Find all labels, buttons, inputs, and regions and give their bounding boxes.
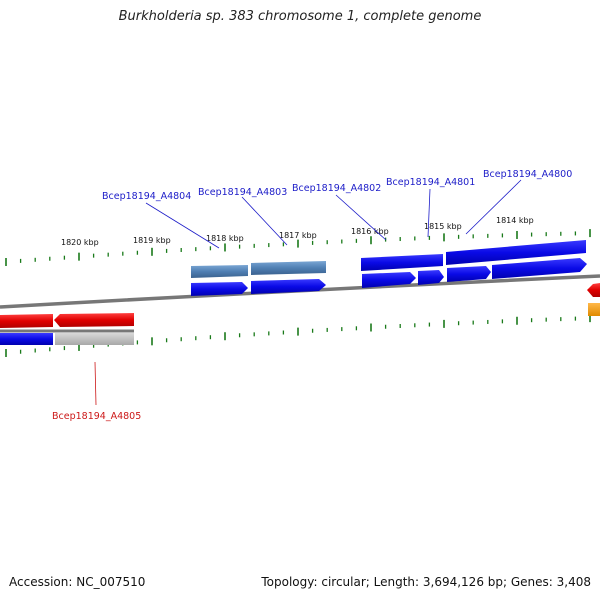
scale-label: 1820 kbp	[61, 238, 99, 247]
scale-label: 1816 kbp	[351, 227, 389, 236]
reverse-cds-track	[0, 283, 600, 345]
gene-feature-A4805[interactable]	[54, 313, 134, 327]
gene-feature-red-edge[interactable]	[587, 283, 600, 297]
scale-ticks-upper	[5, 229, 591, 266]
callout-line-A4801	[427, 188, 431, 238]
gene-feature-A4800[interactable]	[492, 258, 587, 279]
gene-feature-A4802-upper[interactable]	[361, 254, 443, 271]
pseudogene-feature[interactable]	[55, 333, 134, 345]
scale-labels: 1820 kbp 1819 kbp 1818 kbp 1817 kbp 1816…	[61, 216, 534, 247]
gene-label-A4805[interactable]: Bcep18194_A4805	[52, 411, 141, 422]
gene-labels: Bcep18194_A4804 Bcep18194_A4803 Bcep1819…	[52, 169, 572, 422]
callout-line-A4803	[241, 196, 288, 246]
gene-feature-A4803[interactable]	[251, 279, 326, 294]
gene-feature-reverse-left[interactable]	[0, 314, 53, 328]
scale-label: 1815 kbp	[424, 222, 462, 231]
gene-feature-A4803-upper[interactable]	[251, 261, 326, 275]
gene-label-A4802[interactable]: Bcep18194_A4802	[292, 183, 381, 194]
gene-label-A4804[interactable]: Bcep18194_A4804	[102, 191, 191, 202]
gene-feature-orange-edge[interactable]	[588, 303, 600, 316]
genome-summary-text: Topology: circular; Length: 3,694,126 bp…	[261, 575, 591, 589]
genome-title: Burkholderia sp. 383 chromosome 1, compl…	[118, 9, 482, 24]
gene-label-A4800[interactable]: Bcep18194_A4800	[483, 169, 572, 180]
gene-label-A4803[interactable]: Bcep18194_A4803	[198, 187, 287, 198]
callout-line-A4804	[145, 202, 220, 249]
gene-feature-A4800-mid[interactable]	[447, 266, 491, 282]
scale-label: 1817 kbp	[279, 231, 317, 240]
gene-feature-A4801[interactable]	[418, 270, 444, 285]
accession-text: Accession: NC_007510	[9, 575, 146, 589]
callout-line-A4802	[335, 194, 387, 241]
forward-cds-track	[191, 240, 587, 296]
gene-label-A4801[interactable]: Bcep18194_A4801	[386, 177, 475, 188]
scale-ticks-lower	[5, 314, 591, 357]
callout-line-A4805	[94, 361, 97, 406]
gene-feature-A4804-upper[interactable]	[191, 265, 248, 278]
gene-callout-lines	[94, 179, 522, 406]
scale-label: 1819 kbp	[133, 236, 171, 245]
callout-line-A4800	[465, 179, 522, 235]
gene-feature-blue-left[interactable]	[0, 333, 53, 345]
gene-feature-A4804[interactable]	[191, 282, 248, 296]
gene-feature-A4800-upper[interactable]	[446, 240, 586, 265]
scale-label: 1818 kbp	[206, 234, 244, 243]
gene-feature-A4802[interactable]	[362, 272, 416, 288]
scale-label: 1814 kbp	[496, 216, 534, 225]
